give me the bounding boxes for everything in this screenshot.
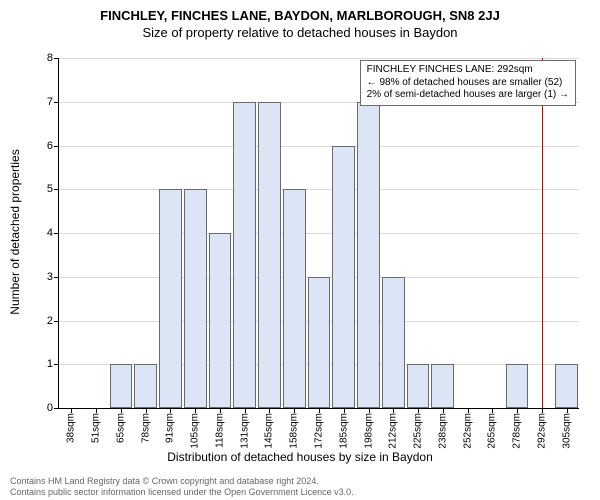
xtick-label: 105sqm bbox=[190, 413, 201, 449]
histogram-bar bbox=[159, 189, 182, 408]
xtick-label: 305sqm bbox=[561, 413, 572, 449]
xtick-label: 91sqm bbox=[165, 413, 176, 443]
ytick-mark bbox=[54, 321, 59, 322]
ytick-mark bbox=[54, 277, 59, 278]
ytick-label: 3 bbox=[33, 271, 53, 283]
ytick-label: 0 bbox=[33, 402, 53, 414]
ytick-label: 8 bbox=[33, 52, 53, 64]
xtick-label: 278sqm bbox=[512, 413, 523, 449]
axes: 01234567838sqm51sqm65sqm78sqm91sqm105sqm… bbox=[58, 58, 579, 409]
attribution-footer: Contains HM Land Registry data © Crown c… bbox=[10, 476, 354, 498]
ytick-mark bbox=[54, 146, 59, 147]
chart-container: { "chart": { "type": "histogram", "title… bbox=[0, 0, 600, 500]
histogram-bar bbox=[431, 364, 454, 408]
plot-area: 01234567838sqm51sqm65sqm78sqm91sqm105sqm… bbox=[58, 58, 578, 408]
histogram-bar bbox=[184, 189, 207, 408]
property-marker-line bbox=[542, 58, 543, 408]
histogram-bar bbox=[110, 364, 133, 408]
histogram-bar bbox=[382, 277, 405, 408]
xtick-label: 38sqm bbox=[66, 413, 77, 443]
histogram-bar bbox=[308, 277, 331, 408]
ytick-label: 5 bbox=[33, 183, 53, 195]
xtick-label: 265sqm bbox=[487, 413, 498, 449]
ytick-mark bbox=[54, 364, 59, 365]
xtick-label: 212sqm bbox=[388, 413, 399, 449]
xtick-label: 172sqm bbox=[314, 413, 325, 449]
xtick-label: 252sqm bbox=[462, 413, 473, 449]
histogram-bar bbox=[555, 364, 578, 408]
ytick-mark bbox=[54, 233, 59, 234]
ytick-mark bbox=[54, 102, 59, 103]
ytick-label: 2 bbox=[33, 315, 53, 327]
histogram-bar bbox=[258, 102, 281, 408]
gridline bbox=[59, 146, 579, 147]
ytick-label: 1 bbox=[33, 358, 53, 370]
footer-line-1: Contains HM Land Registry data © Crown c… bbox=[10, 476, 354, 487]
y-axis-label: Number of detached properties bbox=[8, 149, 22, 314]
ytick-mark bbox=[54, 58, 59, 59]
xtick-label: 145sqm bbox=[264, 413, 275, 449]
histogram-bar bbox=[233, 102, 256, 408]
gridline bbox=[59, 58, 579, 59]
ytick-label: 6 bbox=[33, 140, 53, 152]
xtick-label: 131sqm bbox=[239, 413, 250, 449]
xtick-label: 292sqm bbox=[536, 413, 547, 449]
xtick-label: 51sqm bbox=[91, 413, 102, 443]
gridline bbox=[59, 189, 579, 190]
histogram-bar bbox=[407, 364, 430, 408]
ytick-label: 4 bbox=[33, 227, 53, 239]
xtick-label: 65sqm bbox=[115, 413, 126, 443]
histogram-bar bbox=[332, 146, 355, 409]
xtick-label: 118sqm bbox=[214, 413, 225, 448]
ytick-mark bbox=[54, 408, 59, 409]
histogram-bar bbox=[357, 102, 380, 408]
histogram-bar bbox=[209, 233, 232, 408]
ytick-mark bbox=[54, 189, 59, 190]
gridline bbox=[59, 233, 579, 234]
xtick-label: 238sqm bbox=[437, 413, 448, 449]
legend-box: FINCHLEY FINCHES LANE: 292sqm← 98% of de… bbox=[360, 60, 576, 106]
histogram-bar bbox=[134, 364, 157, 408]
x-axis-label: Distribution of detached houses by size … bbox=[0, 450, 600, 464]
histogram-bar bbox=[283, 189, 306, 408]
legend-line: FINCHLEY FINCHES LANE: 292sqm bbox=[367, 64, 569, 77]
histogram-bar bbox=[506, 364, 529, 408]
xtick-label: 225sqm bbox=[413, 413, 424, 449]
legend-line: ← 98% of detached houses are smaller (52… bbox=[367, 77, 569, 90]
legend-line: 2% of semi-detached houses are larger (1… bbox=[367, 89, 569, 102]
xtick-label: 185sqm bbox=[338, 413, 349, 449]
xtick-label: 198sqm bbox=[363, 413, 374, 449]
xtick-label: 158sqm bbox=[289, 413, 300, 449]
chart-title-main: FINCHLEY, FINCHES LANE, BAYDON, MARLBORO… bbox=[0, 0, 600, 23]
ytick-label: 7 bbox=[33, 96, 53, 108]
xtick-label: 78sqm bbox=[140, 413, 151, 443]
footer-line-2: Contains public sector information licen… bbox=[10, 487, 354, 498]
chart-title-sub: Size of property relative to detached ho… bbox=[0, 23, 600, 40]
